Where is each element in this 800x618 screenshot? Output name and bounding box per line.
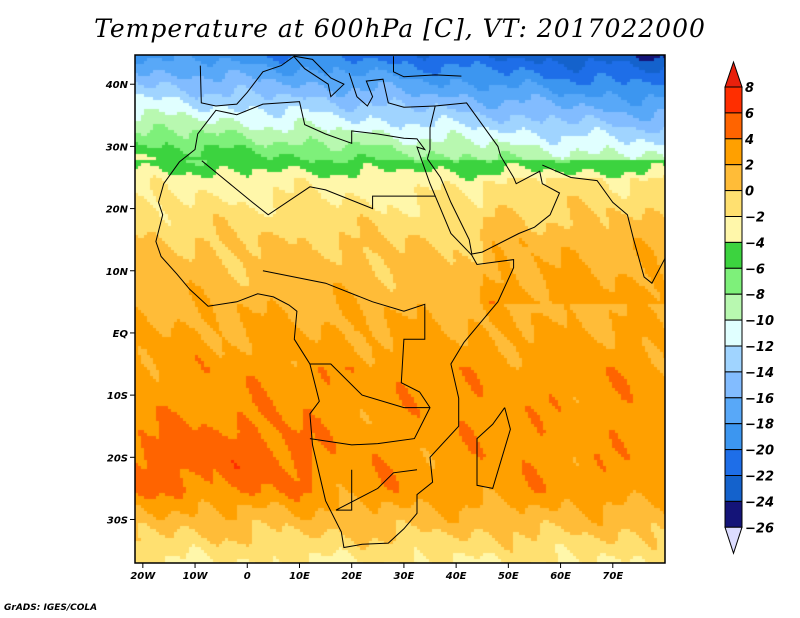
coastline — [348, 72, 436, 108]
colorbar-label: 4 — [744, 133, 754, 148]
lon-tick-label: 30E — [394, 571, 415, 582]
lat-tick-label: 40N — [105, 80, 129, 91]
lon-tick-label: 0 — [244, 571, 251, 582]
colorbar-swatch — [724, 241, 743, 269]
chart-title: Temperature at 600hPa [C], VT: 201702200… — [94, 14, 706, 43]
colorbar-top-arrow — [724, 60, 743, 88]
colorbar-label: 2 — [745, 159, 754, 174]
colorbar-swatch — [724, 371, 743, 399]
colorbar-swatch — [724, 190, 743, 218]
coastline — [155, 101, 515, 549]
colorbar-swatch — [724, 112, 743, 140]
colorbar-swatch — [724, 319, 743, 347]
colorbar-swatch — [724, 449, 743, 477]
lat-tick-label: EQ — [113, 329, 129, 340]
lon-tick-label: 10E — [289, 571, 310, 582]
coastline — [393, 56, 462, 78]
lon-tick-label: 20E — [341, 571, 362, 582]
border-line — [201, 160, 436, 216]
colorbar-label: 8 — [745, 81, 754, 96]
colorbar-label: −6 — [745, 262, 765, 277]
colorbar-swatch — [724, 138, 743, 166]
colorbar-bottom-arrow — [724, 526, 743, 555]
colorbar-label: −16 — [745, 392, 774, 407]
lat-tick-label: 20N — [106, 205, 129, 216]
colorbar-swatch — [724, 216, 743, 243]
colorbar-label: −14 — [745, 366, 774, 381]
lat-tick-label: 30N — [106, 142, 129, 153]
coastline — [542, 164, 666, 284]
coastline — [426, 102, 561, 255]
colorbar-swatch — [724, 86, 743, 114]
lon-tick-label: 40E — [445, 571, 467, 582]
lat-tick-label: 10S — [107, 391, 128, 402]
colorbar-label: 0 — [745, 185, 754, 200]
colorbar-swatch — [724, 164, 743, 192]
colorbar-label: −8 — [745, 288, 765, 303]
colorbar-swatch — [724, 345, 743, 373]
colorbar-label: −26 — [745, 521, 774, 536]
temperature-field — [135, 55, 665, 563]
colorbar-label: −4 — [745, 236, 765, 251]
colorbar-swatch — [724, 293, 743, 321]
colorbar-swatch — [724, 267, 743, 295]
colorbar-label: −22 — [745, 470, 774, 485]
coastline — [476, 407, 511, 489]
colorbar-swatch — [724, 397, 743, 425]
colorbar-label: −24 — [745, 495, 774, 510]
lon-tick-label: 60E — [550, 571, 571, 582]
colorbar-label: −2 — [745, 211, 765, 226]
colorbar-label: 6 — [745, 107, 754, 122]
colorbar-swatch — [724, 475, 743, 502]
axis-ticks: 20W 10W 0 10E 20E 30E 40E 50E 60E 70E 40N 30N 20N 10N… — [105, 80, 624, 582]
colorbar-label: −10 — [745, 314, 774, 329]
colorbar-label: −20 — [745, 444, 774, 459]
colorbar-label: −12 — [745, 340, 774, 355]
lon-tick-label: 20W — [130, 571, 156, 582]
lon-tick-label: 50E — [498, 571, 519, 582]
lat-tick-label: 10N — [106, 267, 129, 278]
colorbar-swatch — [724, 423, 743, 451]
coastline — [199, 55, 345, 107]
coastlines — [155, 55, 666, 549]
border-line — [262, 270, 431, 446]
border-line — [335, 469, 418, 511]
credit-text: GrADS: IGES/COLA — [4, 603, 98, 613]
colorbar: 8 6 4 2 0 −2 −4 −6 −8 −10 −12 −14 −16 −18 −20 −22 −24 −26 — [724, 60, 774, 555]
colorbar-swatch — [724, 500, 743, 528]
lat-tick-label: 30S — [107, 515, 128, 526]
map-frame — [134, 54, 666, 564]
lat-tick-label: 20S — [107, 453, 128, 464]
colorbar-label: −18 — [745, 418, 774, 433]
lon-tick-label: 70E — [602, 571, 623, 582]
lon-tick-label: 10W — [183, 571, 209, 582]
border-line — [309, 363, 430, 409]
